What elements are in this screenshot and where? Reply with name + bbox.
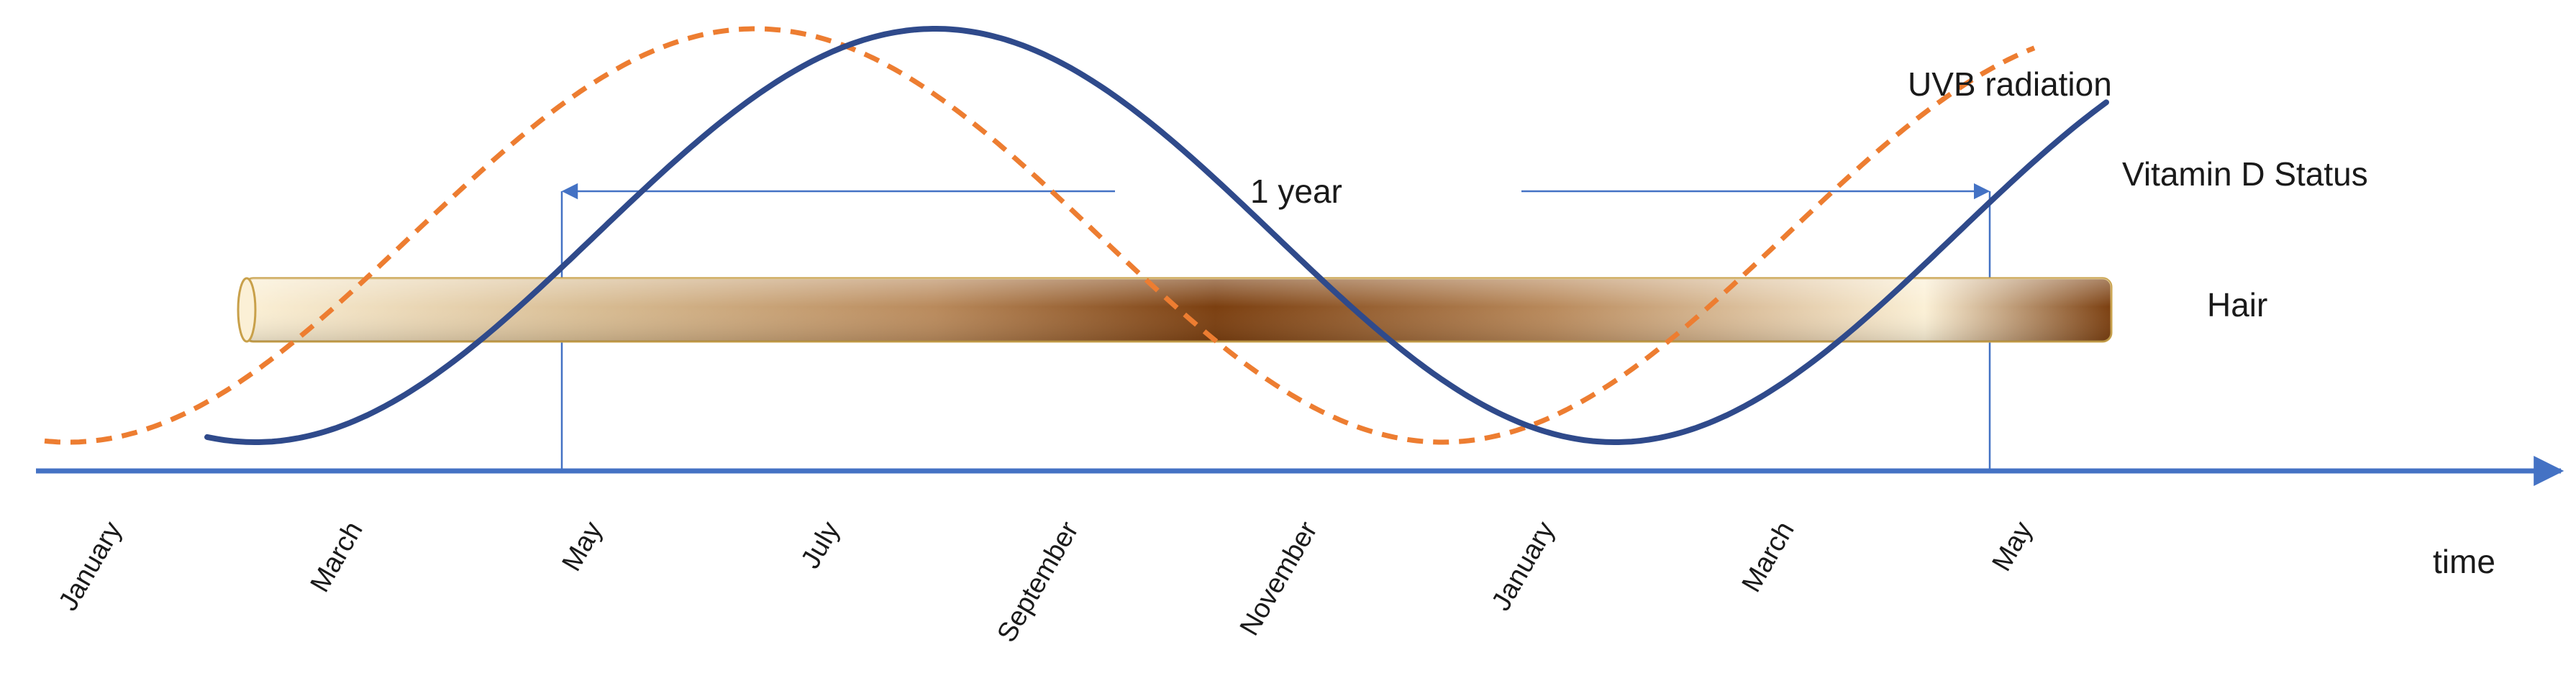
hair-strand xyxy=(237,277,2113,343)
vitamin-d-status-label: Vitamin D Status xyxy=(2122,155,2368,193)
month-label: March xyxy=(1737,517,1801,597)
uvb-radiation-curve xyxy=(44,26,2036,445)
month-label: March xyxy=(305,517,369,597)
month-label: May xyxy=(1987,517,2039,577)
time-axis-label: time xyxy=(2433,543,2495,580)
year-span-label: 1 year xyxy=(1250,173,1342,210)
month-label: January xyxy=(53,517,128,616)
month-label: November xyxy=(1234,516,1324,641)
hair-label: Hair xyxy=(2207,286,2267,324)
year-span-bracket: 1 year xyxy=(560,173,1991,471)
month-label: September xyxy=(991,516,1084,647)
hair-shading xyxy=(245,278,2111,342)
uvb-radiation-label: UVB radiation xyxy=(1908,65,2112,103)
month-label: May xyxy=(557,517,609,577)
month-label: July xyxy=(796,517,846,574)
month-label: January xyxy=(1486,517,1561,616)
month-labels: January March May July September Novembe… xyxy=(53,516,2039,647)
hair-root-end xyxy=(237,277,257,343)
vitamin-d-status-curve xyxy=(204,26,2109,445)
